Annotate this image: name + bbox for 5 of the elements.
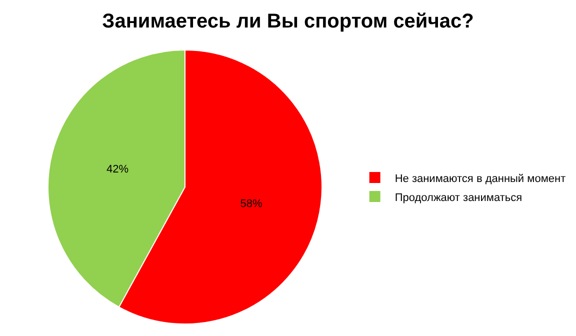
- legend-label: Не занимаются в данный момент: [394, 172, 566, 185]
- chart-title: Занимаетесь ли Вы спортом сейчас?: [102, 10, 474, 32]
- data-label: 42%: [106, 164, 129, 176]
- data-label: 58%: [240, 198, 262, 210]
- legend-label: Продолжают заниматься: [394, 192, 522, 204]
